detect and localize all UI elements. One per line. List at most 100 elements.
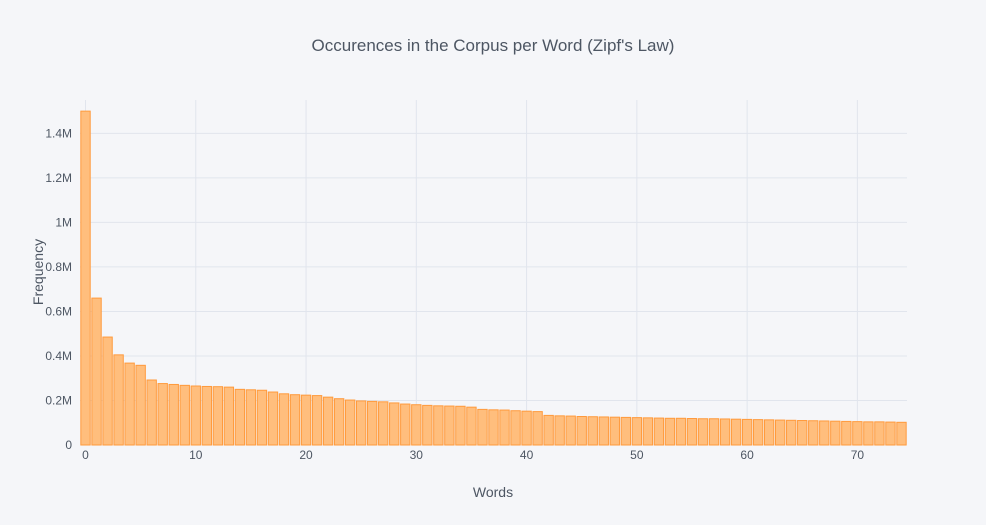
bar[interactable] <box>554 415 565 446</box>
y-axis-title: Frequency <box>30 239 46 305</box>
bar[interactable] <box>763 419 775 446</box>
bar[interactable] <box>444 405 455 446</box>
bar[interactable] <box>587 416 598 446</box>
x-tick-label: 50 <box>630 448 644 462</box>
bar[interactable] <box>201 385 212 446</box>
bars-layer <box>80 110 907 446</box>
bar[interactable] <box>278 393 290 446</box>
bar[interactable] <box>223 386 235 446</box>
bar[interactable] <box>311 395 323 446</box>
y-tick-label: 1M <box>55 215 72 229</box>
bar[interactable] <box>532 411 543 446</box>
bar[interactable] <box>642 417 654 446</box>
bar[interactable] <box>521 410 532 446</box>
bar[interactable] <box>620 416 632 446</box>
bar[interactable] <box>896 421 907 446</box>
bar[interactable] <box>80 110 91 446</box>
bar[interactable] <box>786 419 797 446</box>
bar[interactable] <box>212 386 224 446</box>
bar[interactable] <box>752 419 764 446</box>
bar[interactable] <box>543 414 554 446</box>
bar[interactable] <box>664 417 676 446</box>
bar[interactable] <box>389 402 400 446</box>
bar[interactable] <box>245 389 257 446</box>
bar[interactable] <box>708 418 720 446</box>
bar[interactable] <box>102 336 113 446</box>
bar[interactable] <box>697 418 709 446</box>
bar[interactable] <box>300 394 312 446</box>
bar[interactable] <box>730 418 742 446</box>
bar[interactable] <box>874 421 885 446</box>
bar[interactable] <box>819 420 830 446</box>
x-tick-label: 70 <box>851 448 865 462</box>
bar[interactable] <box>433 405 444 446</box>
x-tick-label: 0 <box>82 448 89 462</box>
bar[interactable] <box>378 401 389 446</box>
bar[interactable] <box>499 409 510 446</box>
bar[interactable] <box>477 408 488 446</box>
bar[interactable] <box>367 400 378 446</box>
bar[interactable] <box>322 396 334 446</box>
bar[interactable] <box>411 404 422 446</box>
bar[interactable] <box>113 354 124 446</box>
bar[interactable] <box>466 406 477 446</box>
x-tick-label: 40 <box>520 448 534 462</box>
bar[interactable] <box>852 421 863 446</box>
x-tick-label: 10 <box>189 448 203 462</box>
bar[interactable] <box>510 410 521 446</box>
x-axis-ticks: 0 10 20 30 40 50 60 70 <box>82 448 864 462</box>
y-tick-label: 1.4M <box>45 126 72 140</box>
bar[interactable] <box>609 416 620 446</box>
bar[interactable] <box>576 416 587 446</box>
bar[interactable] <box>631 417 643 446</box>
bar[interactable] <box>686 418 698 446</box>
bar[interactable] <box>797 420 808 446</box>
bar[interactable] <box>400 403 411 446</box>
bar[interactable] <box>885 421 896 446</box>
bar[interactable] <box>488 409 499 446</box>
bar[interactable] <box>168 383 179 446</box>
x-tick-label: 20 <box>299 448 313 462</box>
grid-layer <box>80 100 907 445</box>
bar[interactable] <box>741 418 753 446</box>
bar[interactable] <box>841 420 852 446</box>
bar[interactable] <box>179 384 190 446</box>
bar[interactable] <box>598 416 609 446</box>
bar[interactable] <box>775 419 786 446</box>
bar[interactable] <box>124 362 135 446</box>
bar[interactable] <box>267 391 279 446</box>
bar[interactable] <box>234 388 246 446</box>
bar[interactable] <box>289 394 301 446</box>
bar[interactable] <box>808 420 819 446</box>
bar[interactable] <box>146 379 157 446</box>
bar[interactable] <box>422 404 433 446</box>
bar[interactable] <box>135 364 146 446</box>
bar[interactable] <box>190 385 201 446</box>
bar[interactable] <box>256 389 268 446</box>
x-tick-label: 60 <box>740 448 754 462</box>
bar[interactable] <box>565 415 576 446</box>
bar[interactable] <box>344 399 356 446</box>
y-tick-label: 0.8M <box>45 260 72 274</box>
x-axis-title: Words <box>473 484 513 500</box>
y-axis-ticks: 0 0.2M 0.4M 0.6M 0.8M 1M 1.2M 1.4M <box>45 126 72 452</box>
bar[interactable] <box>653 417 665 446</box>
y-tick-label: 0.2M <box>45 393 72 407</box>
bar[interactable] <box>333 398 345 446</box>
bar[interactable] <box>355 400 367 446</box>
bar[interactable] <box>455 405 466 446</box>
bar[interactable] <box>157 383 168 446</box>
bar[interactable] <box>719 418 731 446</box>
bar[interactable] <box>675 417 687 446</box>
chart-title: Occurences in the Corpus per Word (Zipf'… <box>312 36 675 55</box>
y-tick-label: 0.4M <box>45 349 72 363</box>
y-tick-label: 0 <box>65 438 72 452</box>
x-tick-label: 30 <box>410 448 424 462</box>
y-tick-label: 1.2M <box>45 171 72 185</box>
bar[interactable] <box>91 297 102 446</box>
bar[interactable] <box>863 421 874 446</box>
bar[interactable] <box>830 420 841 446</box>
y-tick-label: 0.6M <box>45 304 72 318</box>
